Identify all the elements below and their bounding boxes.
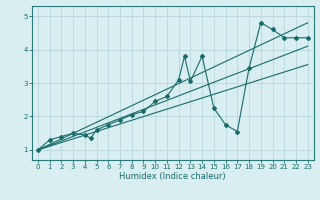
X-axis label: Humidex (Indice chaleur): Humidex (Indice chaleur) <box>119 172 226 181</box>
